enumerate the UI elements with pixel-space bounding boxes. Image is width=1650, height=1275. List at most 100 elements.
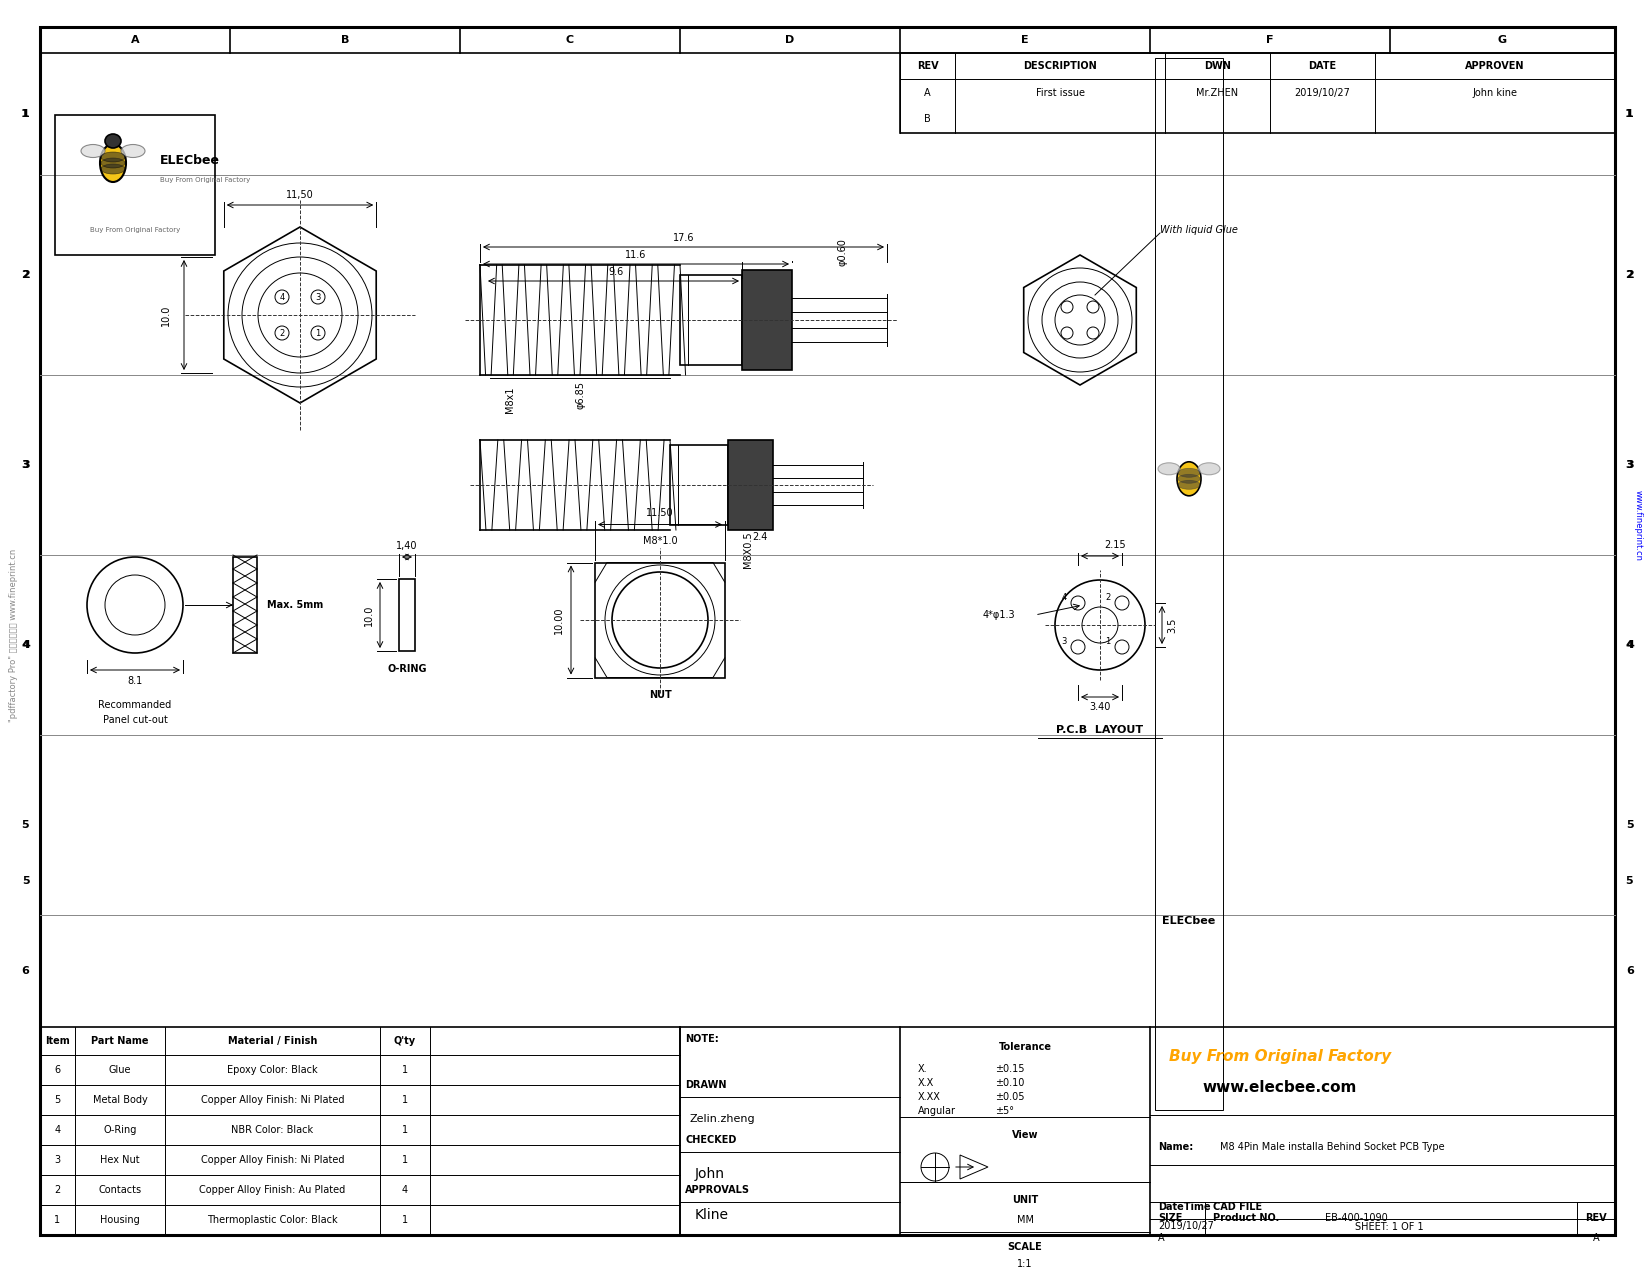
Text: Material / Finish: Material / Finish [228,1037,317,1045]
Text: P.C.B  LAYOUT: P.C.B LAYOUT [1056,725,1143,734]
Text: 10.0: 10.0 [365,604,375,626]
Text: 2: 2 [54,1184,61,1195]
Text: 1:1: 1:1 [1018,1258,1033,1269]
Ellipse shape [101,158,125,168]
Text: 11,50: 11,50 [285,190,314,200]
Text: EB-400-1090: EB-400-1090 [1325,1213,1388,1223]
Text: 2: 2 [1625,270,1634,280]
Text: Buy From Original Factory: Buy From Original Factory [89,227,180,233]
Text: A: A [130,34,139,45]
Text: 2: 2 [279,329,284,338]
Text: 1: 1 [1625,108,1634,119]
Ellipse shape [101,164,125,173]
Bar [596,562,724,677]
Text: Contacts: Contacts [99,1184,142,1195]
Bar [40,1026,1615,1235]
Text: Mr.ZHEN: Mr.ZHEN [1196,88,1239,98]
Text: Metal Body: Metal Body [92,1095,147,1105]
Text: 4*φ1.3: 4*φ1.3 [982,609,1015,620]
Text: NBR Color: Black: NBR Color: Black [231,1125,314,1135]
Text: ELECbee: ELECbee [1162,915,1216,926]
Text: 2: 2 [1106,593,1110,602]
Text: 3.40: 3.40 [1089,703,1110,711]
Ellipse shape [1178,468,1200,477]
Text: 1: 1 [403,1215,408,1225]
Text: Copper Alloy Finish: Ni Plated: Copper Alloy Finish: Ni Plated [201,1155,345,1165]
Bar [399,579,416,652]
Text: Buy From Original Factory: Buy From Original Factory [1168,1049,1391,1065]
Text: 4: 4 [279,292,284,301]
Text: SIZE: SIZE [1158,1213,1183,1223]
Text: Part Name: Part Name [91,1037,148,1045]
Text: X.X: X.X [917,1077,934,1088]
Text: 17.6: 17.6 [673,233,695,244]
Text: 3: 3 [21,460,28,470]
Text: DESCRIPTION: DESCRIPTION [1023,61,1097,71]
Text: 5: 5 [21,876,30,886]
Ellipse shape [81,144,106,158]
Text: 4: 4 [21,640,30,650]
Text: John kine: John kine [1472,88,1518,98]
Text: ±5°: ±5° [995,1105,1015,1116]
Text: CHECKED: CHECKED [685,1135,736,1145]
Text: 4: 4 [1061,593,1066,602]
Ellipse shape [120,144,145,158]
Text: A: A [1158,1233,1165,1243]
Text: 3: 3 [21,460,30,470]
Text: 1: 1 [403,1065,408,1075]
Text: APPROVEN: APPROVEN [1465,61,1525,71]
Text: X.XX: X.XX [917,1091,940,1102]
Text: Product NO.: Product NO. [1213,1213,1279,1223]
Text: 6: 6 [1625,966,1634,975]
Text: 3: 3 [1625,460,1634,470]
Text: 9.6: 9.6 [609,266,624,277]
Text: 3: 3 [54,1155,61,1165]
Text: O-Ring: O-Ring [104,1125,137,1135]
Ellipse shape [1178,481,1200,490]
Ellipse shape [101,144,125,182]
Text: DateTime: DateTime [1158,1201,1211,1211]
Bar [40,27,1615,54]
Text: G: G [1498,34,1506,45]
Text: NUT: NUT [648,691,672,700]
Text: SCALE: SCALE [1008,1242,1043,1252]
Text: A: A [924,88,931,98]
Text: Tolerance: Tolerance [998,1042,1051,1052]
Text: Recommanded: Recommanded [99,700,172,710]
Text: 2: 2 [21,270,30,280]
Text: M8X0.5: M8X0.5 [742,532,752,569]
Text: Copper Alloy Finish: Ni Plated: Copper Alloy Finish: Ni Plated [201,1095,345,1105]
Text: 5: 5 [54,1095,61,1105]
Text: 1,40: 1,40 [396,541,417,551]
Text: Panel cut-out: Panel cut-out [102,715,167,725]
Text: 5: 5 [1625,876,1634,886]
Text: 3: 3 [315,292,320,301]
Bar [899,54,1615,133]
Text: B: B [924,113,931,124]
Text: 3: 3 [1627,460,1634,470]
Text: REV: REV [917,61,939,71]
Text: APPROVALS: APPROVALS [685,1184,751,1195]
Text: 3: 3 [1061,636,1066,645]
Text: 1: 1 [1627,108,1634,119]
Bar [742,270,792,370]
Bar [728,440,772,530]
Text: View: View [1011,1130,1038,1140]
Text: M8 4Pin Male installa Behind Socket PCB Type: M8 4Pin Male installa Behind Socket PCB … [1219,1142,1445,1153]
Text: B: B [342,34,350,45]
Ellipse shape [1158,463,1180,474]
Text: Name:: Name: [1158,1142,1193,1153]
Text: M8x1: M8x1 [505,386,515,413]
Text: 11.50: 11.50 [647,507,673,518]
Text: 8.1: 8.1 [127,676,142,686]
Text: 2019/10/27: 2019/10/27 [1158,1221,1214,1232]
Text: 1: 1 [403,1155,408,1165]
Text: Copper Alloy Finish: Au Plated: Copper Alloy Finish: Au Plated [200,1184,345,1195]
Text: 1: 1 [403,1125,408,1135]
Ellipse shape [101,152,125,162]
Text: 4: 4 [21,640,30,650]
Text: UNIT: UNIT [1011,1195,1038,1205]
Text: "pdffactory Pro" 试用版本创建 www.fineprint.cn: "pdffactory Pro" 试用版本创建 www.fineprint.cn [10,548,18,722]
Text: E: E [1021,34,1030,45]
Text: REV: REV [1586,1213,1607,1223]
